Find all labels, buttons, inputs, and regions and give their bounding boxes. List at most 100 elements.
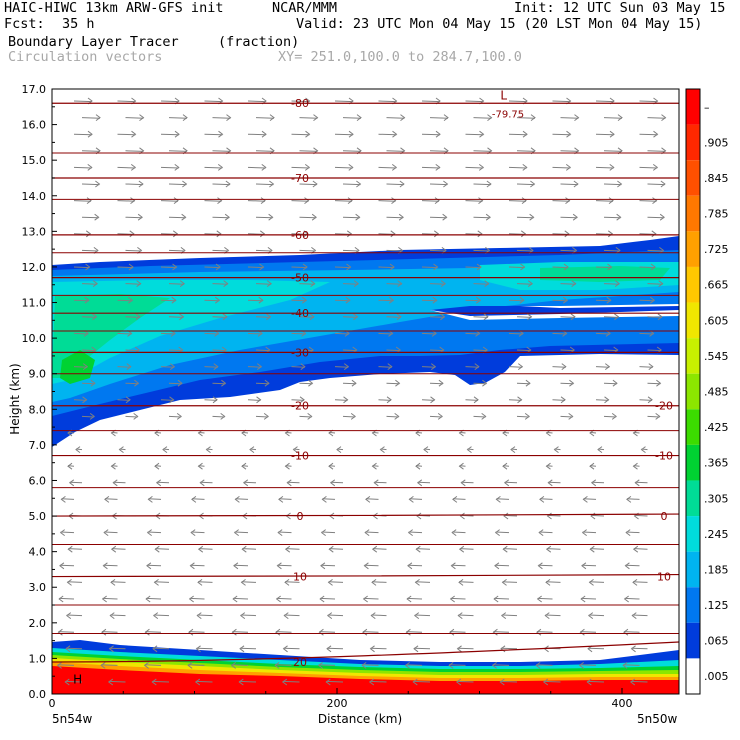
circulation-vector [101, 664, 118, 666]
circulation-vector [516, 283, 533, 285]
circulation-vector [204, 299, 220, 302]
circulation-vector-head [326, 645, 332, 653]
circulation-vector-head [59, 529, 65, 536]
circulation-vector [212, 117, 231, 119]
circulation-vector-head [274, 662, 280, 669]
circulation-vector-head [510, 446, 516, 454]
circulation-vector [369, 680, 387, 683]
circulation-vector-head [617, 180, 623, 188]
circulation-vector [417, 481, 431, 484]
circulation-vector [465, 100, 484, 103]
circulation-vector-head [399, 180, 405, 188]
circulation-vector [552, 100, 571, 103]
circulation-vector [429, 349, 444, 352]
circulation-vector-head [174, 163, 180, 171]
circulation-vector [456, 680, 474, 683]
circulation-vector-head [95, 180, 101, 188]
circulation-vector [625, 564, 640, 567]
colorbar-swatch [686, 551, 700, 588]
circulation-vector-head [240, 579, 246, 586]
circulation-vector-head [348, 163, 354, 171]
circulation-vector [247, 299, 263, 302]
circulation-vector [429, 249, 446, 252]
circulation-vector-head [191, 495, 197, 503]
circulation-vector [117, 200, 135, 202]
circulation-vector-head [232, 595, 238, 603]
circulation-vector-head [589, 462, 595, 470]
circulation-vector-head [304, 197, 310, 205]
circulation-vector [255, 183, 274, 186]
temperature-contour [51, 573, 680, 578]
circulation-vector [587, 680, 605, 683]
circulation-vector [291, 233, 308, 235]
circulation-vector [59, 564, 75, 567]
circulation-vector-head [239, 645, 245, 653]
circulation-vector [153, 647, 170, 650]
circulation-vector-head [134, 379, 140, 387]
circulation-vector [125, 183, 143, 186]
circulation-vector-head [379, 446, 385, 454]
circulation-vector-head [65, 612, 72, 619]
circulation-vector [386, 316, 401, 318]
circulation-vector [539, 531, 553, 534]
circulation-vector [243, 481, 257, 484]
circulation-vector [330, 481, 344, 484]
circulation-vector-head [536, 595, 542, 603]
y-tick-label: 2.0 [29, 617, 47, 630]
circulation-vector-head [355, 213, 361, 221]
circulation-vector-head [343, 396, 349, 404]
circulation-vector-head [503, 512, 509, 520]
circulation-vector-head [574, 114, 580, 121]
circulation-vector [508, 166, 527, 169]
circulation-vector [101, 631, 118, 633]
circulation-vector [117, 399, 131, 401]
circulation-vector-head [104, 495, 110, 503]
circulation-vector [451, 564, 466, 567]
circulation-vector-head [630, 645, 636, 653]
circulation-vector [204, 266, 221, 269]
circulation-vector [415, 581, 431, 583]
circulation-vector-head [139, 114, 145, 121]
circulation-vector-head [282, 645, 288, 653]
circulation-vector-head [261, 130, 267, 138]
circulation-vector-head [397, 280, 403, 288]
circulation-vector-head [325, 678, 331, 686]
circulation-vector [493, 631, 510, 633]
circulation-vector-head [520, 263, 526, 271]
circulation-vector [168, 349, 183, 352]
circulation-vector [342, 117, 362, 119]
circulation-vectors-layer [56, 97, 667, 686]
circulation-vector [196, 647, 213, 650]
circulation-vector [204, 399, 218, 401]
circulation-vector [365, 498, 379, 500]
circulation-vector-head [222, 313, 228, 321]
circulation-vector-head [440, 280, 446, 288]
circulation-vector [111, 548, 126, 550]
circulation-vector [603, 150, 623, 152]
circulation-vector-head [517, 363, 524, 371]
circulation-vector-head [59, 562, 65, 570]
circulation-vector [73, 100, 93, 103]
circulation-vector [247, 133, 267, 136]
circulation-vector-head [371, 579, 377, 586]
circulation-vector [231, 664, 249, 666]
circulation-vector-head [579, 628, 585, 636]
circulation-vector [73, 133, 93, 136]
circulation-vector-head [388, 296, 395, 304]
circulation-vector [168, 415, 182, 418]
circulation-vector-head [648, 363, 654, 371]
circulation-vector [69, 481, 83, 484]
circulation-vector [429, 117, 449, 119]
circulation-vector [552, 200, 570, 202]
circulation-vector-head [182, 114, 188, 121]
circulation-vector [501, 647, 518, 650]
circulation-vector-head [568, 412, 574, 420]
circulation-vector [429, 216, 447, 219]
circulation-vector [450, 597, 466, 600]
circulation-vector-head [597, 446, 603, 454]
circulation-vector-head [242, 479, 249, 487]
circulation-vector-head [502, 462, 508, 470]
circulation-vector [407, 564, 423, 567]
circulation-vector-head [538, 529, 544, 536]
